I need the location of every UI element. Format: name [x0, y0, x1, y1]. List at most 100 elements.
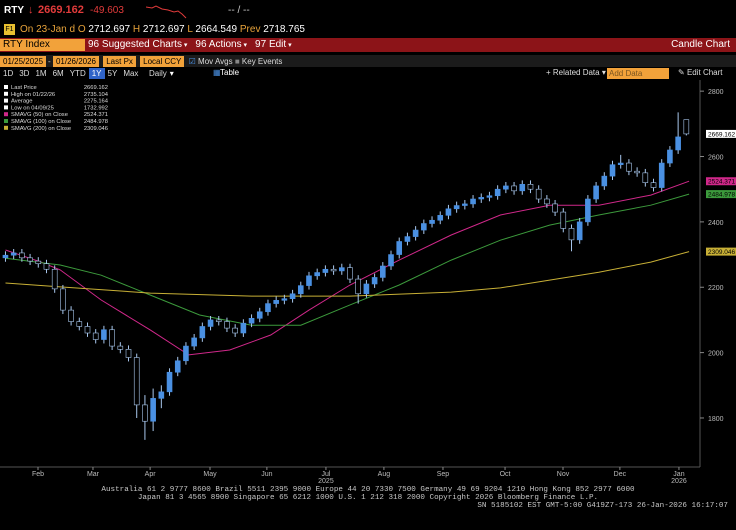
candle-body	[43, 263, 50, 270]
table-icon: ▦	[213, 68, 221, 77]
candle-body	[650, 182, 657, 188]
frequency[interactable]: Daily ▾	[146, 68, 174, 79]
ma-badge: 2524.371	[708, 179, 735, 186]
x-tick-label: Jan	[673, 471, 684, 478]
settings: 01/25/2025- 01/26/2026 Last Px Local CCY…	[0, 56, 282, 67]
menu[interactable]: 96 Suggested Charts ▾	[88, 39, 187, 50]
end-date[interactable]: 01/26/2026	[52, 56, 99, 67]
legend-label: SMAVG (200) on Close	[11, 126, 71, 132]
candle-body	[421, 223, 427, 231]
open-value: 2712.697	[88, 24, 131, 35]
period-button[interactable]: 5Y	[107, 69, 118, 78]
x-tick-label: Mar	[87, 471, 100, 478]
candle-body	[215, 319, 222, 322]
period-button[interactable]: 1M	[35, 69, 47, 78]
candle-body	[224, 321, 230, 329]
add-data-field[interactable]: Add Data	[607, 68, 669, 79]
toolbar: RTY Index 96 Suggested Charts ▾ 96 Action…	[0, 38, 736, 52]
field-select[interactable]: Last Px	[103, 56, 136, 67]
menu-group: 96 Suggested Charts ▾ 96 Actions ▾ 97 Edit…	[88, 39, 300, 52]
period-button[interactable]: YTD	[69, 69, 86, 78]
key-events[interactable]: Key Events	[241, 57, 283, 66]
footer-line: SN 5185102 EST GMT-5:00 G419Z7-173 26-Ja…	[477, 502, 728, 510]
checkbox[interactable]: ☑	[188, 57, 196, 66]
legend-box	[2, 83, 110, 135]
period-button[interactable]: 1Y	[88, 68, 105, 79]
menu[interactable]: 97 Edit ▾	[255, 39, 292, 50]
x-tick-label: Aug	[378, 471, 391, 478]
start-date[interactable]: 01/25/2025	[0, 56, 47, 67]
candle-body	[158, 391, 165, 399]
edit-chart[interactable]: ✎ Edit Chart	[678, 68, 723, 77]
x-tick-label: Feb	[32, 471, 44, 478]
candle-body	[142, 404, 148, 422]
period-button[interactable]: Max	[123, 69, 139, 78]
candle-body	[117, 345, 124, 350]
candle-body	[150, 398, 156, 422]
x-tick-label: Dec	[614, 471, 627, 478]
ma-badge-bg	[706, 247, 736, 256]
period-button[interactable]: 1D	[3, 69, 14, 78]
candle-body	[437, 215, 444, 221]
period-button[interactable]: 6M	[52, 69, 64, 78]
x-tick-label: Oct	[500, 471, 511, 478]
candle-body	[429, 219, 435, 224]
candle-body	[519, 183, 526, 192]
open-label: O	[77, 24, 86, 35]
candle-body	[585, 198, 591, 223]
year-label: 2025	[318, 478, 334, 485]
candle-body	[322, 268, 329, 273]
currency-select[interactable]: Local CCY	[140, 56, 185, 67]
mov-avgs[interactable]: Mov Avgs	[198, 57, 233, 66]
candle-body	[388, 254, 394, 267]
candle-body	[191, 337, 197, 347]
candle-body	[478, 197, 485, 200]
candle-body	[297, 285, 304, 295]
candle-body	[642, 172, 649, 183]
legend-marker	[4, 85, 8, 89]
candle-body	[511, 185, 517, 192]
prev-value: 2718.765	[263, 24, 305, 35]
moving-average-line	[5, 251, 690, 297]
view-name: Candle Chart	[671, 39, 730, 50]
date-label: On 23-Jan d	[20, 24, 76, 35]
related-data[interactable]: + Related Data ▾	[546, 68, 606, 77]
candle-body	[174, 360, 181, 373]
candle-body	[527, 183, 534, 190]
x-tick-label: May	[203, 471, 217, 478]
candle-body	[92, 332, 99, 340]
legend-value: 1732.992	[84, 105, 108, 111]
high-label: H	[132, 24, 141, 35]
x-tick-label: Apr	[145, 471, 157, 478]
menu-label: 96 Suggested Charts	[88, 39, 182, 50]
candle-body	[355, 278, 362, 295]
period-button[interactable]: 3D	[19, 69, 30, 78]
f-icon[interactable]: F1	[4, 24, 15, 35]
checkbox[interactable]: ■	[234, 57, 240, 66]
legend-value: 2275.164	[84, 99, 109, 105]
candle-body	[683, 119, 690, 135]
low-label: L	[187, 24, 193, 35]
candle-body	[453, 205, 460, 210]
footer-line: Japan 81 3 4565 8900 Singapore 65 6212 1…	[137, 494, 599, 502]
frequency-select[interactable]: Daily	[149, 69, 167, 78]
candle-body	[552, 203, 558, 213]
candle-body	[84, 326, 91, 334]
candle-body	[658, 162, 665, 188]
menu-caret: ▾	[181, 42, 188, 49]
security-field[interactable]: RTY Index	[0, 39, 85, 51]
legend-label: High on 01/22/26	[11, 92, 55, 98]
menu-caret: ▾	[286, 42, 292, 49]
x-tick-label: Jun	[261, 471, 272, 478]
legend-label: Average	[11, 99, 33, 105]
ma-badge: 2484.978	[708, 192, 735, 199]
menu-label: 96 Actions	[195, 39, 242, 50]
menu[interactable]: 96 Actions ▾	[195, 39, 247, 50]
candle-body	[404, 236, 411, 242]
table-button[interactable]: Table	[220, 68, 240, 77]
candle-body	[199, 326, 206, 339]
candle-body	[60, 288, 66, 311]
candle-body	[51, 268, 58, 290]
candle-body	[675, 136, 681, 151]
